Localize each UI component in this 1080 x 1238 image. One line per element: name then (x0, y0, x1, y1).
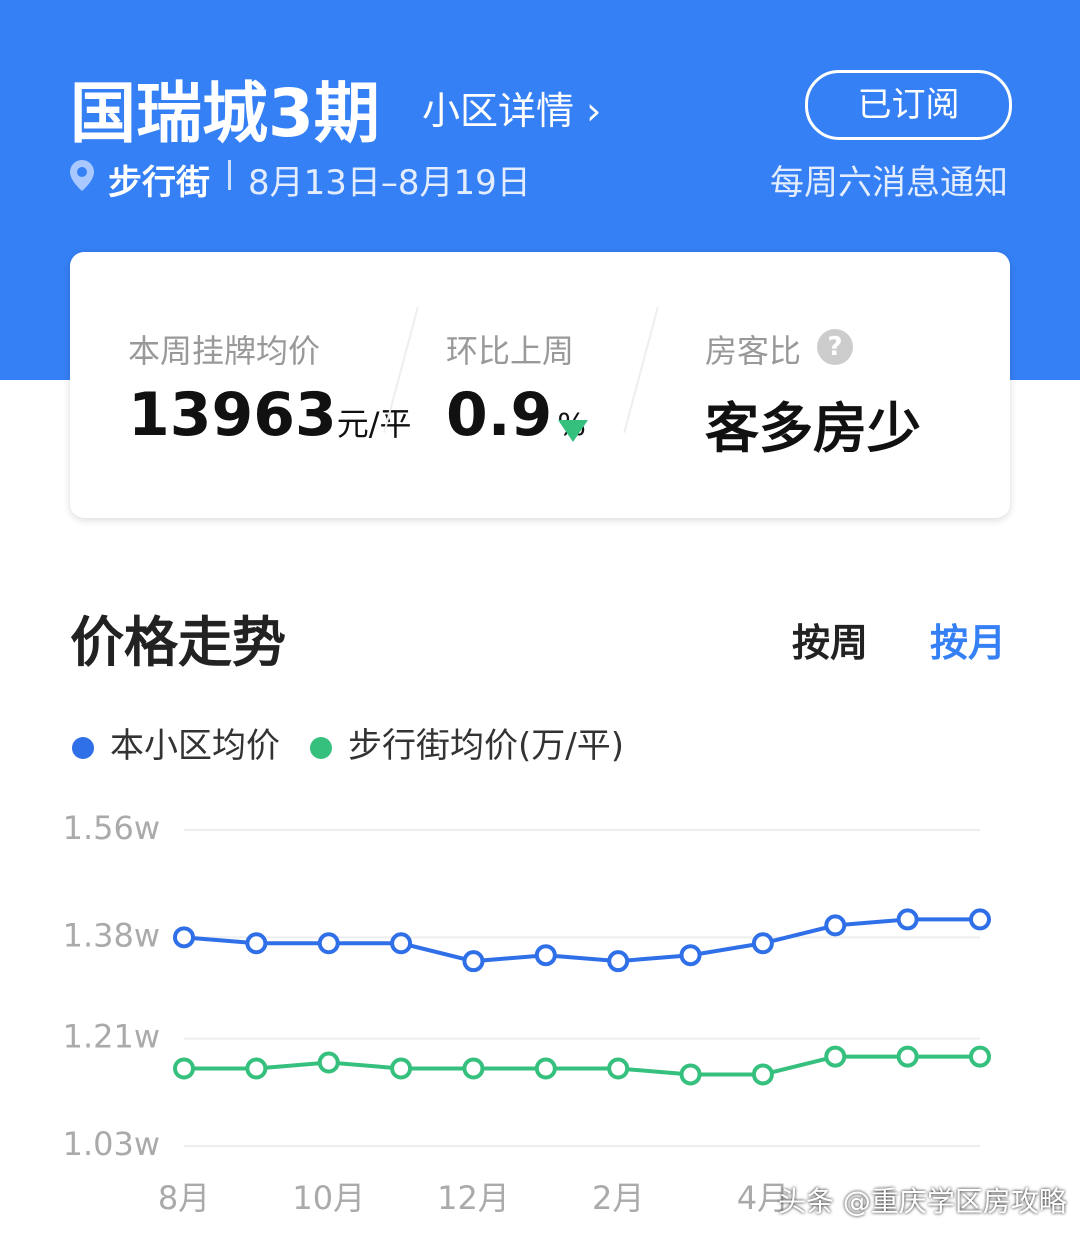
data-point (245, 1057, 268, 1080)
data-point (824, 1045, 847, 1068)
legend-item: 本小区均价 (72, 718, 280, 767)
data-point (607, 1057, 630, 1080)
stat-value: 0.9 % (446, 380, 586, 450)
data-point (173, 926, 195, 949)
subscribe-button[interactable]: 已订阅 (805, 70, 1012, 140)
y-tick-label: 1.21w (63, 1018, 160, 1056)
series-line (183, 917, 980, 964)
legend-item: 步行街均价(万/平) (310, 718, 624, 767)
data-point (317, 1051, 340, 1074)
notice: 每周六消息通知 (770, 163, 1008, 203)
data-point (534, 944, 557, 967)
data-point (679, 1063, 702, 1086)
x-tick-label: 10月 (292, 1179, 365, 1217)
legend-dot (72, 736, 94, 759)
stat-label: 房客比 (705, 332, 802, 370)
stat-label: 环比上周 (446, 332, 575, 370)
x-tick-label: 12月 (437, 1179, 510, 1217)
data-point (969, 1045, 991, 1068)
data-point (245, 932, 268, 955)
y-tick-label: 1.56w (63, 809, 160, 847)
stat-label: 本周挂牌均价 (128, 332, 321, 370)
tab[interactable]: 按周 (792, 621, 869, 665)
data-point (462, 950, 485, 973)
location-icon (70, 160, 94, 191)
data-point (173, 1057, 195, 1080)
detail-link[interactable]: 小区详情 › (422, 89, 602, 133)
tab-active[interactable]: 按月 (930, 621, 1007, 665)
data-point (390, 1057, 413, 1080)
watermark: 头条 @重庆学区房攻略 (778, 1185, 1067, 1218)
legend-label: 本小区均价 (110, 726, 280, 766)
data-point (534, 1057, 557, 1080)
data-point (390, 932, 413, 955)
stat-value: 13963元/平 (128, 380, 412, 450)
data-point (896, 908, 919, 931)
section-title: 价格走势 (70, 611, 286, 674)
y-tick-label: 1.38w (63, 916, 160, 954)
data-point (751, 1063, 774, 1086)
data-point (751, 932, 774, 955)
data-point (896, 1045, 919, 1068)
chart: 1.03w 1.21w 1.38w 1.56w 8月 10月 12月 2月 4月 (63, 809, 991, 1217)
data-point (824, 914, 847, 937)
legend-dot (310, 736, 332, 759)
detail-link-text[interactable]: 小区详情 (422, 89, 575, 133)
data-point (969, 908, 991, 931)
divider (228, 160, 231, 190)
data-point (607, 950, 630, 973)
data-point (462, 1057, 485, 1080)
help-icon[interactable]: ? (817, 329, 853, 365)
community-title: 国瑞城3期 (70, 75, 380, 152)
legend-label: 步行街均价(万/平) (348, 726, 624, 766)
legend: 本小区均价 步行街均价(万/平) (72, 718, 624, 767)
data-point (679, 944, 702, 967)
y-tick-label: 1.03w (63, 1125, 160, 1163)
date-range: 8月13日–8月19日 (248, 163, 531, 203)
down-arrow (558, 420, 588, 442)
x-tick-label: 2月 (592, 1179, 644, 1217)
stats-card (70, 252, 1010, 518)
x-tick-label: 4月 (737, 1179, 789, 1217)
change: 0.9 (446, 380, 553, 450)
location: 步行街 (108, 163, 210, 203)
unit: 元/平 (336, 405, 412, 443)
series-line (184, 1054, 980, 1077)
ratio-value: 客多房少 (705, 397, 921, 460)
avg-price: 13963 (128, 380, 337, 450)
x-tick-label: 8月 (158, 1179, 210, 1217)
data-point (317, 932, 340, 955)
